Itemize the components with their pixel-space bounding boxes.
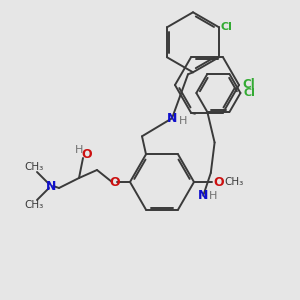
Text: O: O <box>213 176 224 188</box>
Text: Cl: Cl <box>242 79 255 92</box>
Text: CH₃: CH₃ <box>224 177 243 187</box>
Text: N: N <box>198 189 208 202</box>
Text: H: H <box>179 116 187 126</box>
Text: CH₃: CH₃ <box>24 200 44 210</box>
Text: CH₃: CH₃ <box>24 162 44 172</box>
Text: Cl: Cl <box>221 22 233 32</box>
Text: O: O <box>82 148 92 160</box>
Text: H: H <box>209 191 218 201</box>
Text: N: N <box>167 112 177 125</box>
Text: N: N <box>46 179 56 193</box>
Text: H: H <box>75 145 83 155</box>
Text: O: O <box>110 176 120 188</box>
Text: Cl: Cl <box>243 88 255 98</box>
